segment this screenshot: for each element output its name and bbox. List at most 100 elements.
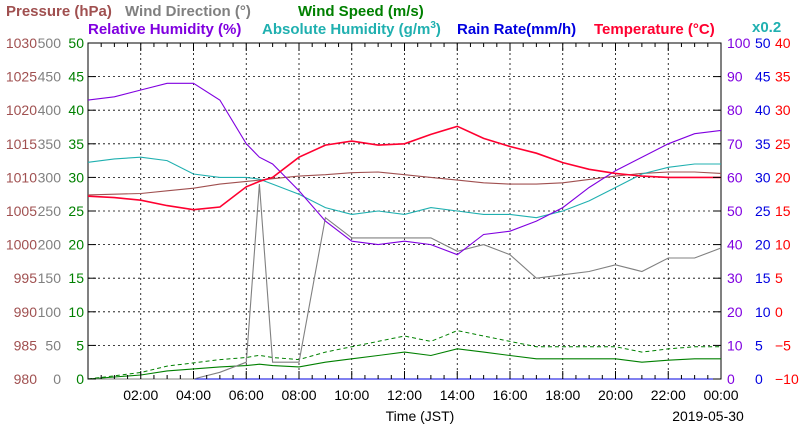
y-tick-label-pressure: 1000 (6, 237, 37, 253)
y-tick-label-temperature: 15 (775, 203, 791, 219)
y-tick-label-wind-direction: 150 (38, 270, 62, 286)
y-tick-label-temperature: 20 (775, 169, 791, 185)
series-line-wind-gust (87, 330, 721, 380)
x-tick-label: 02:00 (123, 387, 158, 403)
x-tick-label: 08:00 (281, 387, 316, 403)
y-tick-label-relative-humidity: 70 (727, 136, 743, 152)
y-tick-label-pressure: 1020 (6, 102, 37, 118)
legend-absolute-humidity-main: Absolute Humidity (g/m (262, 21, 430, 38)
axes: 02:00 04:00 06:00 08:00 10:00 12:00 14:00 16:00… (6, 35, 799, 403)
y-tick-label-wind-direction: 0 (53, 371, 61, 387)
y-tick-label-wind-direction: 500 (38, 35, 62, 51)
legend-relative-humidity: Relative Humidity (%) (88, 21, 241, 38)
y-tick-label-temperature: 5 (775, 270, 783, 286)
y-tick-label-temperature: 25 (775, 136, 791, 152)
legend-absolute-humidity-close: ) (436, 21, 441, 38)
series-line-pressure (87, 171, 722, 196)
y-tick-label-pressure: 1010 (6, 169, 37, 185)
x-tick-label: 16:00 (492, 387, 527, 403)
series-line-wind-direction (88, 184, 722, 380)
y-tick-label-temperature: −5 (775, 337, 791, 353)
y-tick-label-pressure: 1005 (6, 203, 37, 219)
legend-rain-multiplier: x0.2 (752, 19, 781, 36)
y-tick-label-relative-humidity: 50 (727, 203, 743, 219)
y-tick-label-wind-speed: 40 (68, 102, 84, 118)
grid-lines (87, 42, 722, 380)
x-tick-label: 04:00 (176, 387, 211, 403)
x-tick-label: 10:00 (334, 387, 369, 403)
y-tick-label-wind-direction: 50 (45, 337, 61, 353)
x-tick-label: 12:00 (387, 387, 422, 403)
y-tick-label-wind-speed: 45 (68, 69, 84, 85)
y-tick-label-pressure: 1015 (6, 136, 37, 152)
x-tick-label: 18:00 (545, 387, 580, 403)
y-tick-label-relative-humidity: 80 (727, 102, 743, 118)
legend-pressure: Pressure (hPa) (6, 3, 112, 20)
y-tick-label-wind-direction: 350 (38, 136, 62, 152)
y-tick-label-relative-humidity: 20 (727, 304, 743, 320)
y-tick-label-relative-humidity: 40 (727, 237, 743, 253)
y-tick-label-wind-speed: 50 (68, 35, 84, 51)
date-label: 2019-05-30 (672, 408, 744, 424)
y-tick-label-wind-speed: 30 (68, 169, 84, 185)
series-line-wind-speed (87, 348, 721, 380)
y-tick-label-rain-rate: 0 (755, 371, 763, 387)
y-tick-label-rain-rate: 45 (755, 69, 771, 85)
y-tick-label-wind-direction: 400 (38, 102, 62, 118)
y-tick-label-rain-rate: 5 (755, 337, 763, 353)
y-tick-label-rain-rate: 15 (755, 270, 771, 286)
x-tick-label: 14:00 (440, 387, 475, 403)
x-tick-label: 20:00 (598, 387, 633, 403)
y-tick-label-wind-speed: 0 (76, 371, 84, 387)
legend-wind-direction: Wind Direction (°) (125, 3, 251, 20)
x-axis-label: Time (JST) (386, 408, 455, 424)
y-tick-label-wind-speed: 20 (68, 237, 84, 253)
y-tick-label-temperature: 35 (775, 69, 791, 85)
legend-wind-speed: Wind Speed (m/s) (298, 3, 424, 20)
y-tick-label-wind-direction: 100 (38, 304, 62, 320)
x-tick-label: 22:00 (651, 387, 686, 403)
y-tick-label-wind-direction: 300 (38, 169, 62, 185)
y-tick-label-temperature: 10 (775, 237, 791, 253)
legend-temperature: Temperature (°C) (594, 21, 715, 38)
y-tick-label-temperature: 0 (775, 304, 783, 320)
y-tick-label-wind-speed: 5 (76, 337, 84, 353)
y-tick-label-rain-rate: 30 (755, 169, 771, 185)
y-tick-label-pressure: 980 (14, 371, 38, 387)
y-tick-label-relative-humidity: 90 (727, 69, 743, 85)
y-tick-label-wind-direction: 200 (38, 237, 62, 253)
y-tick-label-wind-direction: 450 (38, 69, 62, 85)
y-tick-label-wind-speed: 35 (68, 136, 84, 152)
y-tick-label-rain-rate: 50 (755, 35, 771, 51)
y-tick-label-rain-rate: 20 (755, 237, 771, 253)
legend-absolute-humidity-sup: 3 (430, 20, 436, 31)
y-tick-label-rain-rate: 25 (755, 203, 771, 219)
plot-area (87, 82, 722, 380)
y-tick-label-rain-rate: 35 (755, 136, 771, 152)
y-tick-label-rain-rate: 40 (755, 102, 771, 118)
y-tick-label-pressure: 995 (14, 270, 38, 286)
y-tick-label-relative-humidity: 10 (727, 337, 743, 353)
y-tick-label-temperature: 40 (775, 35, 791, 51)
x-tick-label: 00:00 (703, 387, 738, 403)
y-tick-label-pressure: 985 (14, 337, 38, 353)
y-tick-label-rain-rate: 10 (755, 304, 771, 320)
series-line-absolute-humidity (87, 156, 721, 219)
y-tick-label-temperature: −10 (775, 371, 799, 387)
legend-rain-rate: Rain Rate(mm/h) (457, 21, 576, 38)
y-tick-label-relative-humidity: 0 (727, 371, 735, 387)
y-tick-label-wind-direction: 250 (38, 203, 62, 219)
y-tick-label-pressure: 990 (14, 304, 38, 320)
y-tick-label-relative-humidity: 100 (727, 35, 751, 51)
y-tick-label-relative-humidity: 30 (727, 270, 743, 286)
y-tick-label-wind-speed: 15 (68, 270, 84, 286)
y-tick-label-relative-humidity: 60 (727, 169, 743, 185)
y-tick-label-wind-speed: 25 (68, 203, 84, 219)
y-tick-label-pressure: 1030 (6, 35, 37, 51)
y-tick-label-temperature: 30 (775, 102, 791, 118)
y-tick-label-pressure: 1025 (6, 69, 37, 85)
x-tick-label: 06:00 (229, 387, 264, 403)
series-line-temperature (87, 125, 721, 211)
y-tick-label-wind-speed: 10 (68, 304, 84, 320)
